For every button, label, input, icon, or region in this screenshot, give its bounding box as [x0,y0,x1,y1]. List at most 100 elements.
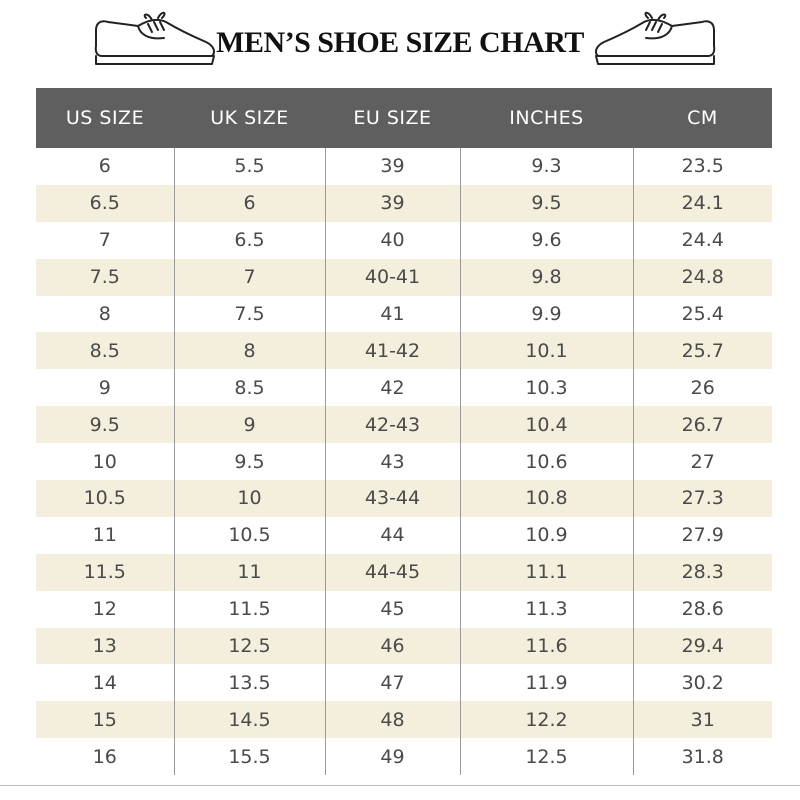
cell-eu-size: 43 [324,443,460,481]
cell-uk-size: 7 [173,258,325,296]
table-row: 11 10.5 44 10.9 27.9 [36,516,772,554]
shoe-icon [595,11,716,65]
cell-eu-size: 40 [324,221,460,259]
cell-cm: 24.1 [632,184,772,222]
table-row: 9 8.5 42 10.3 26 [36,369,772,407]
size-chart: US SIZE UK SIZE EU SIZE INCHES CM 6 5.5 39… [36,88,772,776]
cell-cm: 31.8 [632,738,772,776]
cell-cm: 26.7 [632,406,772,444]
cell-eu-size: 47 [324,664,460,702]
cell-eu-size: 39 [324,184,460,222]
cell-inches: 10.1 [459,332,633,370]
cell-eu-size: 44 [324,516,460,554]
cell-cm: 29.4 [632,627,772,665]
cell-cm: 26 [632,369,772,407]
table-row: 14 13.5 47 11.9 30.2 [36,664,772,702]
cell-inches: 9.8 [459,258,633,296]
cell-us-size: 10.5 [36,480,174,517]
cell-inches: 9.5 [459,184,633,222]
header: MEN’S SHOE SIZE CHART [0,0,800,88]
divider [0,785,800,786]
table-row: 9.5 9 42-43 10.4 26.7 [36,406,772,444]
cell-cm: 25.7 [632,332,772,370]
cell-uk-size: 9.5 [173,443,325,481]
cell-eu-size: 41 [324,295,460,333]
table-header-row: US SIZE UK SIZE EU SIZE INCHES CM [36,88,772,148]
table-row: 11.5 11 44-45 11.1 28.3 [36,553,772,591]
cell-cm: 25.4 [632,295,772,333]
column-header-uk-size: UK SIZE [174,88,325,148]
cell-us-size: 6 [36,148,174,185]
cell-eu-size: 42-43 [324,406,460,444]
cell-us-size: 11.5 [36,553,174,591]
cell-eu-size: 43-44 [324,480,460,517]
table-row: 7.5 7 40-41 9.8 24.8 [36,258,772,296]
page-title: MEN’S SHOE SIZE CHART [216,26,584,59]
cell-eu-size: 46 [324,627,460,665]
table-row: 10.5 10 43-44 10.8 27.3 [36,480,772,517]
size-table: US SIZE UK SIZE EU SIZE INCHES CM 6 5.5 39… [36,88,772,776]
cell-us-size: 7.5 [36,258,174,296]
cell-us-size: 9 [36,369,174,407]
cell-eu-size: 45 [324,590,460,628]
table-row: 7 6.5 40 9.6 24.4 [36,221,772,259]
cell-us-size: 11 [36,516,174,554]
cell-us-size: 15 [36,701,174,739]
cell-us-size: 10 [36,443,174,481]
cell-inches: 11.9 [459,664,633,702]
cell-us-size: 13 [36,627,174,665]
cell-us-size: 6.5 [36,184,174,222]
cell-cm: 30.2 [632,664,772,702]
cell-cm: 24.8 [632,258,772,296]
cell-uk-size: 11 [173,553,325,591]
cell-uk-size: 15.5 [173,738,325,776]
cell-us-size: 8.5 [36,332,174,370]
cell-cm: 23.5 [632,148,772,185]
table-row: 8.5 8 41-42 10.1 25.7 [36,332,772,370]
cell-us-size: 14 [36,664,174,702]
shoe-icon [94,11,215,65]
cell-uk-size: 13.5 [173,664,325,702]
cell-uk-size: 10.5 [173,516,325,554]
column-header-inches: INCHES [460,88,633,148]
table-row: 13 12.5 46 11.6 29.4 [36,627,772,665]
cell-inches: 11.1 [459,553,633,591]
cell-us-size: 9.5 [36,406,174,444]
cell-cm: 27.3 [632,480,772,517]
cell-uk-size: 8 [173,332,325,370]
cell-inches: 10.4 [459,406,633,444]
cell-us-size: 16 [36,738,174,776]
cell-eu-size: 44-45 [324,553,460,591]
column-header-cm: CM [633,88,772,148]
cell-uk-size: 11.5 [173,590,325,628]
column-header-eu-size: EU SIZE [325,88,460,148]
cell-cm: 28.6 [632,590,772,628]
table-row: 10 9.5 43 10.6 27 [36,443,772,481]
cell-inches: 12.2 [459,701,633,739]
cell-uk-size: 12.5 [173,627,325,665]
cell-inches: 9.3 [459,148,633,185]
cell-eu-size: 48 [324,701,460,739]
table-row: 6 5.5 39 9.3 23.5 [36,148,772,185]
table-row: 16 15.5 49 12.5 31.8 [36,738,772,776]
cell-inches: 11.3 [459,590,633,628]
table-row: 12 11.5 45 11.3 28.6 [36,590,772,628]
table-row: 15 14.5 48 12.2 31 [36,701,772,739]
cell-uk-size: 9 [173,406,325,444]
cell-uk-size: 7.5 [173,295,325,333]
cell-uk-size: 14.5 [173,701,325,739]
table-row: 6.5 6 39 9.5 24.1 [36,184,772,222]
cell-inches: 10.6 [459,443,633,481]
cell-inches: 10.9 [459,516,633,554]
cell-cm: 31 [632,701,772,739]
cell-eu-size: 39 [324,148,460,185]
cell-inches: 9.6 [459,221,633,259]
cell-us-size: 12 [36,590,174,628]
cell-uk-size: 6.5 [173,221,325,259]
cell-uk-size: 8.5 [173,369,325,407]
cell-inches: 10.8 [459,480,633,517]
cell-inches: 11.6 [459,627,633,665]
column-header-us-size: US SIZE [36,88,174,148]
cell-eu-size: 40-41 [324,258,460,296]
table-row: 8 7.5 41 9.9 25.4 [36,295,772,333]
